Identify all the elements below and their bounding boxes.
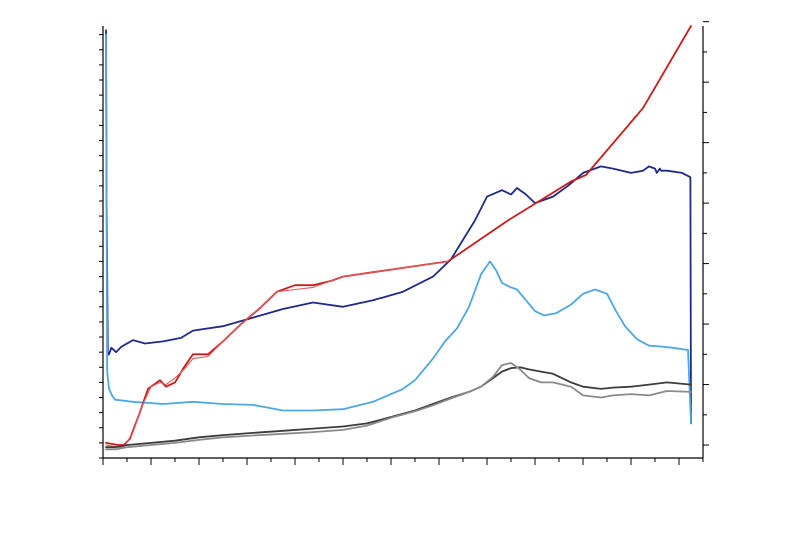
- series-line-1: [105, 29, 692, 425]
- series-line-2: [105, 33, 692, 425]
- series-line-6: [105, 362, 692, 451]
- series-line-4: [105, 260, 449, 448]
- series-line-5: [105, 366, 692, 449]
- ticks-layer: [99, 21, 709, 465]
- series-layer: [105, 25, 692, 451]
- series-line-3: [105, 25, 692, 446]
